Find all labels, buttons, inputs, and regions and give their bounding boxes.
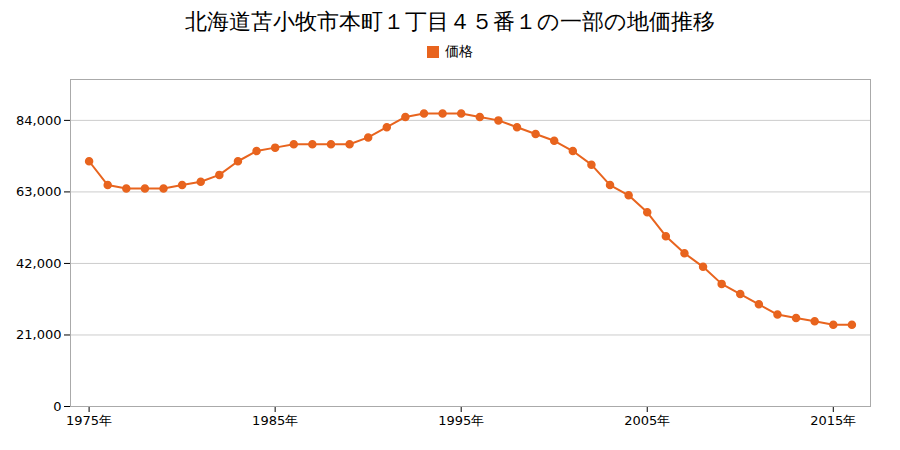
svg-text:21,000: 21,000 [16,327,62,342]
svg-text:1995年: 1995年 [438,412,484,427]
svg-text:42,000: 42,000 [16,255,62,270]
html-text:価格: 価格 [445,42,473,59]
svg-text:0: 0 [53,398,61,413]
svg-text:63,000: 63,000 [16,184,62,199]
html-text:北海道苫小牧市本町１丁目４５番１の一部の地価推移: 北海道苫小牧市本町１丁目４５番１の一部の地価推移 [185,9,715,34]
svg-text:2015年: 2015年 [810,412,856,427]
svg-text:1985年: 1985年 [252,412,298,427]
svg-text:84,000: 84,000 [16,112,62,127]
svg-text:1975年: 1975年 [66,412,112,427]
svg-text:2005年: 2005年 [624,412,670,427]
